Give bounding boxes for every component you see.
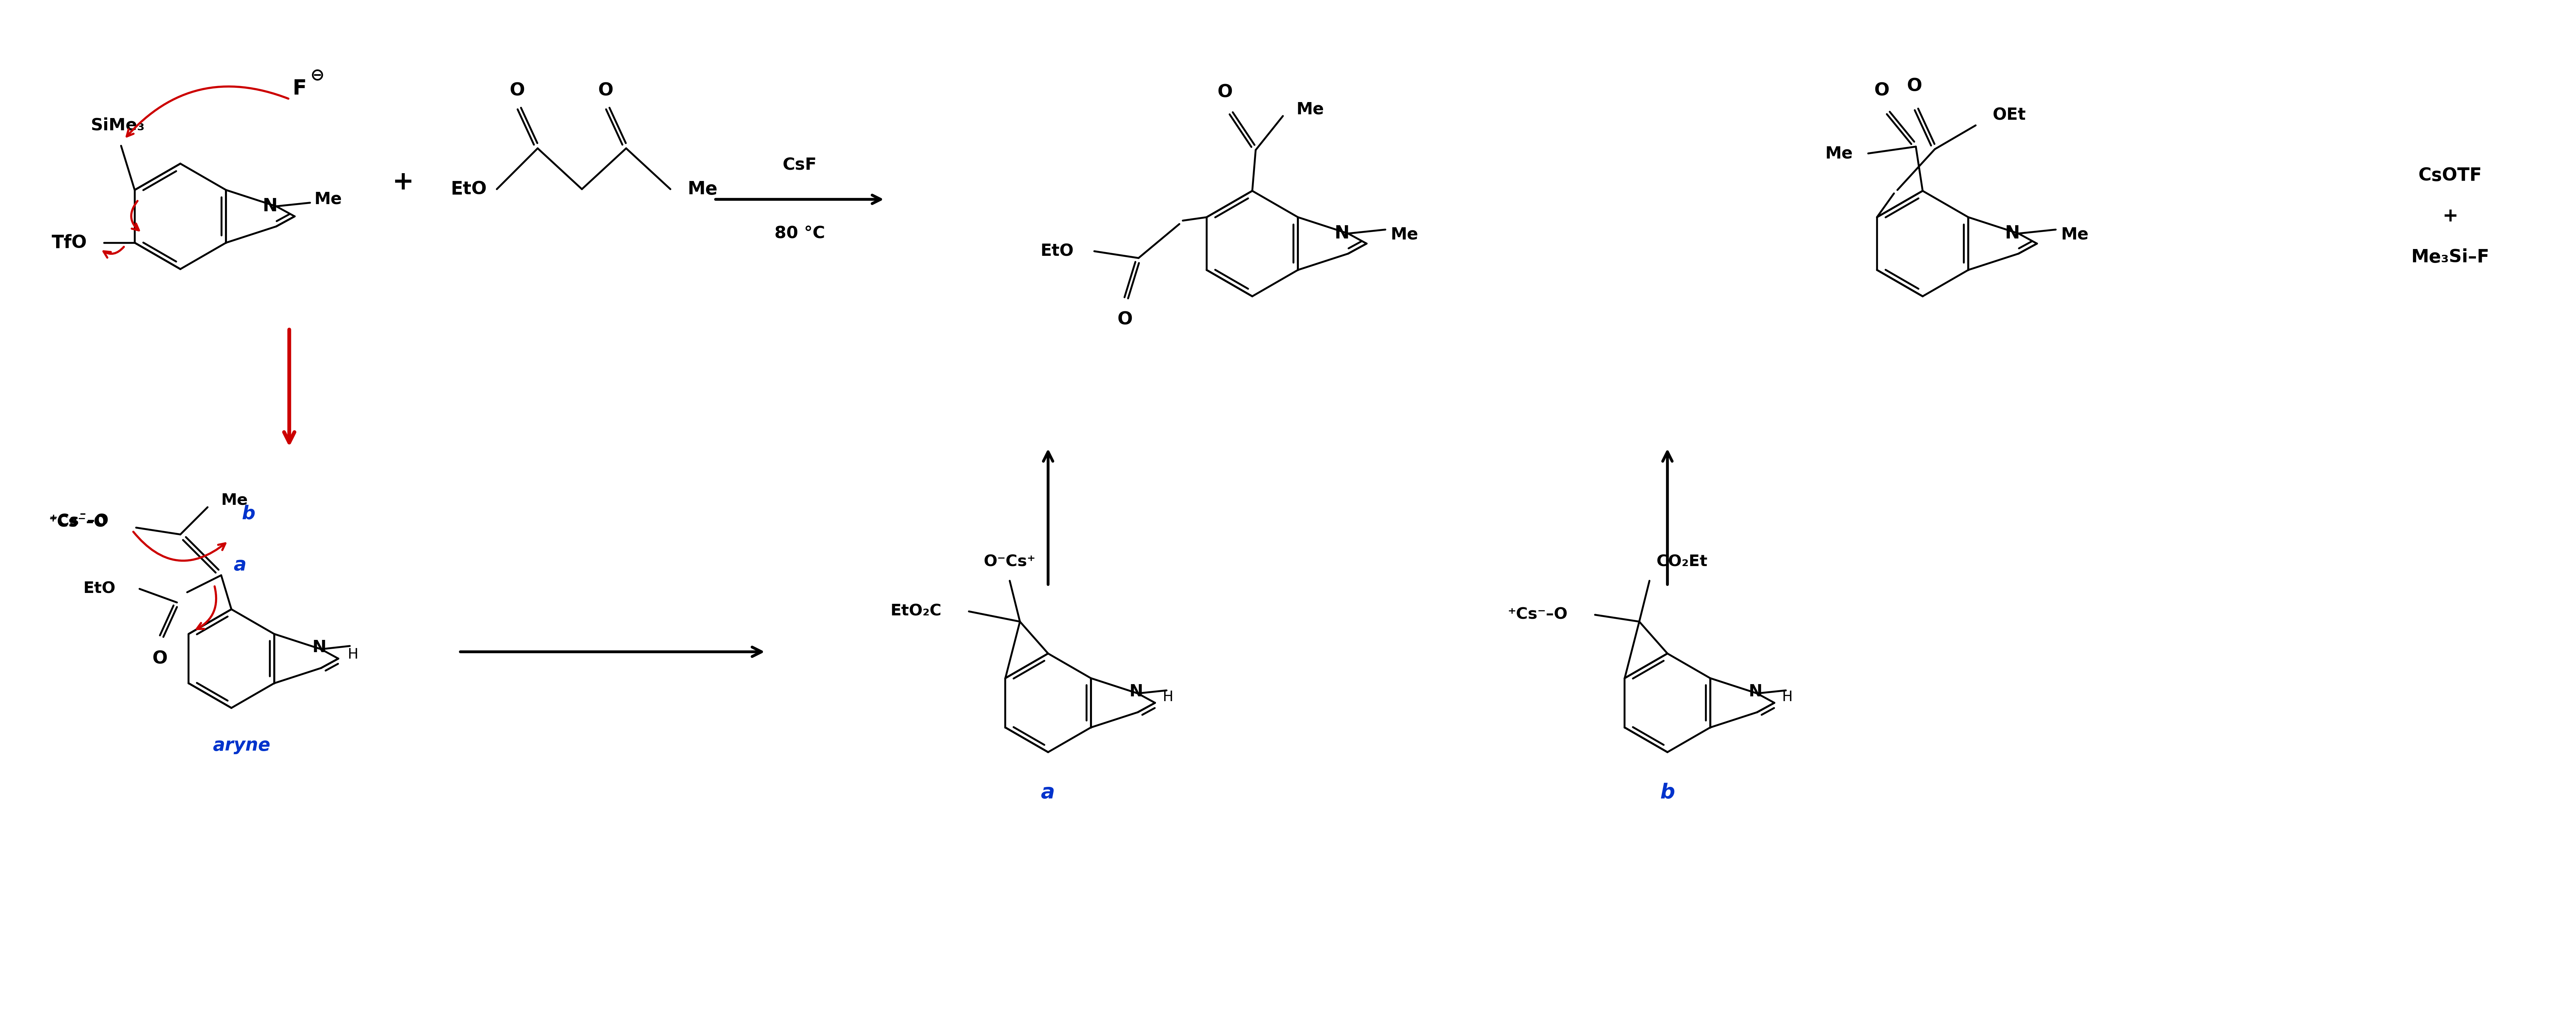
Text: EtO: EtO	[451, 181, 487, 198]
Text: Me₃Si–F: Me₃Si–F	[2411, 248, 2488, 266]
Text: EtO: EtO	[1041, 243, 1074, 260]
Text: O: O	[1218, 83, 1231, 101]
Text: Me: Me	[1296, 101, 1324, 117]
Text: EtO: EtO	[82, 581, 116, 596]
Text: a: a	[234, 556, 247, 575]
Text: CO₂Et: CO₂Et	[1656, 554, 1708, 569]
Text: O: O	[510, 82, 526, 100]
Text: SiMe₃: SiMe₃	[90, 117, 144, 133]
Text: O: O	[1906, 77, 1922, 95]
Text: N: N	[2004, 225, 2020, 242]
Text: O⁻Cs⁺: O⁻Cs⁺	[984, 554, 1036, 569]
Text: CsF: CsF	[783, 157, 817, 173]
Text: ⁺Cs⁻–O: ⁺Cs⁻–O	[49, 515, 108, 530]
Text: N: N	[1334, 225, 1350, 242]
Text: aryne: aryne	[214, 737, 270, 754]
Text: Me: Me	[314, 191, 343, 207]
Text: ⁺Cs⁻–O: ⁺Cs⁻–O	[1507, 607, 1569, 623]
Text: O: O	[152, 649, 167, 668]
Text: O: O	[1873, 82, 1888, 100]
Text: EtO₂C: EtO₂C	[891, 603, 943, 619]
Text: F: F	[291, 79, 307, 98]
Text: ⁺Csˉ–O: ⁺Csˉ–O	[49, 513, 108, 528]
Text: Me: Me	[1391, 227, 1417, 243]
Text: +: +	[2442, 207, 2458, 226]
Text: H: H	[1162, 690, 1175, 704]
Text: CsOTF: CsOTF	[2419, 166, 2481, 185]
Text: N: N	[312, 639, 327, 656]
Text: TfO: TfO	[52, 234, 88, 251]
Text: N: N	[263, 197, 278, 215]
Text: N: N	[1128, 683, 1144, 700]
Text: Me: Me	[1824, 146, 1852, 161]
Text: Me: Me	[2061, 227, 2089, 243]
Text: +: +	[392, 169, 415, 195]
Text: Me: Me	[222, 492, 247, 508]
Text: O: O	[598, 82, 613, 100]
Text: Me: Me	[688, 181, 716, 198]
Text: ⊖: ⊖	[309, 67, 325, 83]
Text: b: b	[242, 505, 255, 523]
Text: a: a	[1041, 783, 1056, 803]
Text: H: H	[1783, 690, 1793, 704]
Text: b: b	[1659, 783, 1674, 803]
Text: 80 °C: 80 °C	[775, 225, 824, 241]
Text: H: H	[348, 647, 358, 662]
Text: OEt: OEt	[1991, 107, 2025, 123]
Text: O: O	[1118, 311, 1133, 328]
Text: N: N	[1749, 683, 1762, 700]
